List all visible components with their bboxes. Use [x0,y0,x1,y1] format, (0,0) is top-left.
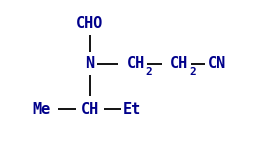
Text: Et: Et [123,102,141,117]
Text: CN: CN [207,56,226,71]
Text: Me: Me [32,102,50,117]
Text: CH: CH [126,56,145,71]
Text: CH: CH [81,102,99,117]
Text: N: N [85,56,94,71]
Text: 2: 2 [189,67,196,77]
Text: CHO: CHO [76,16,104,31]
Text: 2: 2 [146,67,152,77]
Text: CH: CH [170,56,188,71]
